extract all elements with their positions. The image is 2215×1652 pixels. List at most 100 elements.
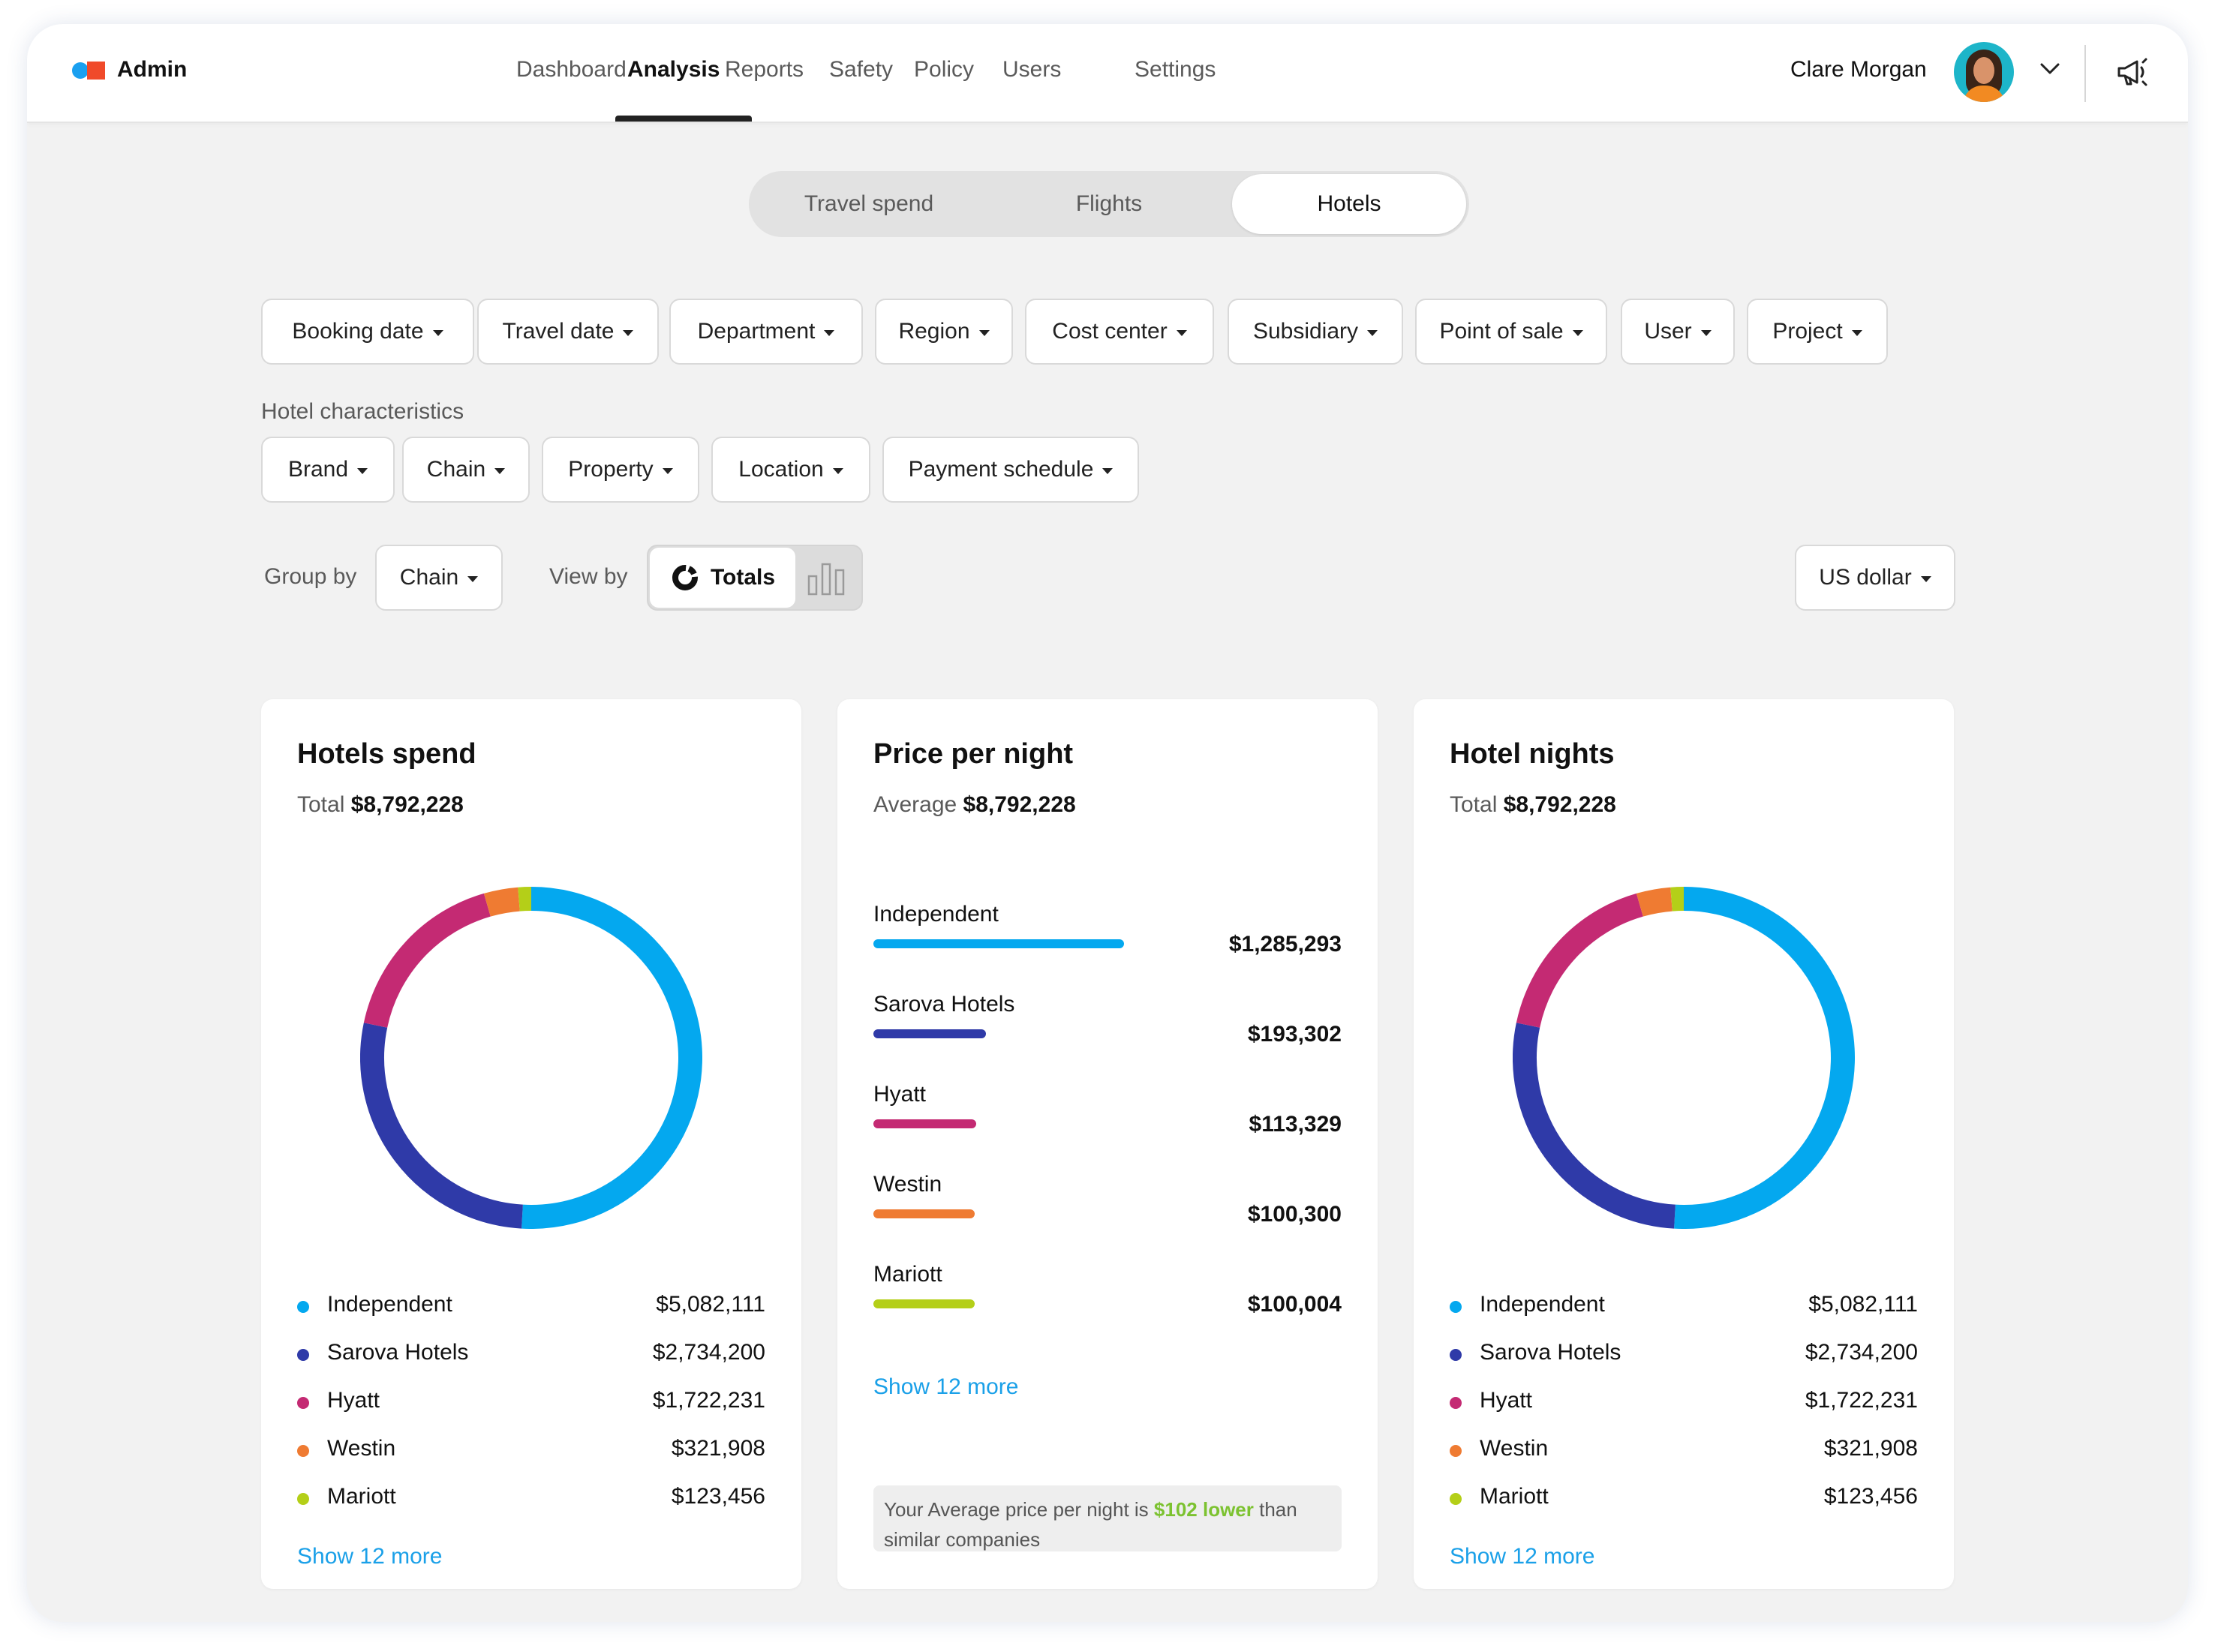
hotel-nights-total: Total $8,792,228: [1450, 792, 1616, 818]
price-row-value: $100,004: [1247, 1292, 1342, 1317]
bar-chart-icon[interactable]: [806, 560, 848, 596]
filter-brand[interactable]: Brand: [261, 437, 395, 503]
analysis-segment-tabs: Travel spend Flights Hotels: [749, 171, 1469, 237]
filter-chain[interactable]: Chain: [402, 437, 530, 503]
donut-slice-sarova-hotels: [360, 1023, 523, 1229]
caret-down-icon: [432, 329, 443, 336]
caret-down-icon: [357, 467, 368, 474]
nav-policy[interactable]: Policy: [914, 57, 975, 82]
legend-name: Mariott: [327, 1484, 396, 1509]
filter-project[interactable]: Project: [1747, 299, 1888, 365]
price-row-value: $193,302: [1247, 1022, 1342, 1047]
donut-chart-icon: [672, 565, 698, 590]
filter-point-of-sale[interactable]: Point of sale: [1415, 299, 1607, 365]
brand-name: Admin: [117, 57, 188, 82]
filter-property[interactable]: Property: [542, 437, 699, 503]
donut-slice-mariott: [1670, 887, 1685, 912]
currency-select[interactable]: US dollar: [1795, 545, 1955, 611]
caret-down-icon: [1920, 575, 1931, 582]
legend-name: Westin: [327, 1436, 396, 1461]
legend-row: Hyatt $1,722,231: [297, 1388, 765, 1418]
group-by-value: Chain: [399, 565, 459, 590]
view-by-toggle: Totals: [647, 545, 863, 611]
tab-travel-spend[interactable]: Travel spend: [804, 191, 934, 216]
filter-department[interactable]: Department: [669, 299, 863, 365]
caret-down-icon: [1700, 329, 1712, 336]
nav-safety[interactable]: Safety: [829, 57, 894, 82]
filter-subsidiary[interactable]: Subsidiary: [1228, 299, 1403, 365]
price-row-value: $113,329: [1249, 1112, 1342, 1137]
nav-active-underline: [615, 116, 752, 122]
hotels-spend-card: Hotels spend Total $8,792,228 Independen…: [261, 699, 801, 1589]
show-more-link[interactable]: Show 12 more: [873, 1374, 1019, 1399]
price-per-night-average-value: $8,792,228: [963, 792, 1076, 817]
legend-row: Mariott $123,456: [1450, 1484, 1918, 1514]
price-row-name: Independent: [873, 902, 999, 927]
view-by-totals-button[interactable]: Totals: [650, 548, 795, 608]
filter-department-label: Department: [697, 319, 816, 344]
filter-region[interactable]: Region: [875, 299, 1013, 365]
filter-travel-date-label: Travel date: [502, 319, 615, 344]
legend-row: Independent $5,082,111: [1450, 1292, 1918, 1322]
legend-value: $123,456: [671, 1484, 765, 1509]
hotels-spend-total: Total $8,792,228: [297, 792, 464, 818]
avatar-body: [1963, 86, 2005, 102]
filter-booking-date[interactable]: Booking date: [261, 299, 474, 365]
filter-payment-schedule[interactable]: Payment schedule: [882, 437, 1139, 503]
nav-users[interactable]: Users: [1002, 57, 1062, 82]
avatar-face: [1973, 57, 1994, 84]
caret-down-icon: [1572, 329, 1583, 336]
user-avatar[interactable]: [1954, 42, 2014, 102]
show-more-link[interactable]: Show 12 more: [1450, 1544, 1595, 1569]
caret-down-icon: [467, 575, 479, 582]
price-row-value: $100,300: [1247, 1202, 1342, 1227]
legend-dot: [297, 1397, 309, 1409]
price-row: Hyatt $113,329: [873, 1082, 1342, 1157]
user-name[interactable]: Clare Morgan: [1790, 57, 1927, 82]
filter-cost-center[interactable]: Cost center: [1025, 299, 1214, 365]
legend-row: Independent $5,082,111: [297, 1292, 765, 1322]
price-row-value: $1,285,293: [1228, 932, 1342, 957]
legend-value: $1,722,231: [652, 1388, 765, 1413]
brand-logo-icon: [72, 61, 107, 80]
hotel-nights-card: Hotel nights Total $8,792,228 Independen…: [1414, 699, 1954, 1589]
group-by-select[interactable]: Chain: [375, 545, 503, 611]
caret-down-icon: [494, 467, 506, 474]
nav-dashboard[interactable]: Dashboard: [516, 57, 627, 82]
megaphone-icon[interactable]: [2114, 54, 2150, 90]
caret-down-icon: [1102, 467, 1114, 474]
tab-flights[interactable]: Flights: [1075, 191, 1143, 216]
filter-chain-label: Chain: [426, 457, 486, 482]
filter-travel-date[interactable]: Travel date: [477, 299, 659, 365]
show-more-link[interactable]: Show 12 more: [297, 1544, 443, 1569]
chevron-down-icon[interactable]: [2038, 57, 2062, 81]
note-text-post: than similar companies: [884, 1498, 1297, 1551]
price-row-bar: [873, 939, 1124, 948]
nav-settings[interactable]: Settings: [1135, 57, 1216, 82]
legend-row: Sarova Hotels $2,734,200: [1450, 1340, 1918, 1370]
brand[interactable]: Admin: [72, 57, 187, 83]
nav-reports[interactable]: Reports: [725, 57, 804, 82]
legend-dot: [1450, 1349, 1462, 1361]
nav-analysis[interactable]: Analysis: [627, 57, 720, 82]
legend-value: $123,456: [1823, 1484, 1918, 1509]
filter-payment-schedule-label: Payment schedule: [908, 457, 1094, 482]
price-row-bar: [873, 1299, 975, 1308]
donut-slice-hyatt: [1516, 893, 1644, 1029]
legend-value: $321,908: [671, 1436, 765, 1461]
filter-brand-label: Brand: [287, 457, 349, 482]
hotel-nights-title: Hotel nights: [1450, 738, 1615, 770]
donut-slice-independent: [521, 887, 702, 1229]
price-per-night-average: Average $8,792,228: [873, 792, 1076, 818]
filter-region-label: Region: [898, 319, 970, 344]
legend-name: Sarova Hotels: [1480, 1340, 1621, 1365]
filter-user[interactable]: User: [1621, 299, 1735, 365]
view-by-label: View by: [549, 564, 628, 589]
filter-point-of-sale-label: Point of sale: [1439, 319, 1564, 344]
tab-hotels[interactable]: Hotels: [1232, 174, 1466, 234]
price-per-night-average-label: Average: [873, 792, 957, 817]
legend-row: Sarova Hotels $2,734,200: [297, 1340, 765, 1370]
filter-location[interactable]: Location: [711, 437, 870, 503]
price-row-name: Westin: [873, 1172, 942, 1197]
price-row-name: Mariott: [873, 1262, 942, 1287]
